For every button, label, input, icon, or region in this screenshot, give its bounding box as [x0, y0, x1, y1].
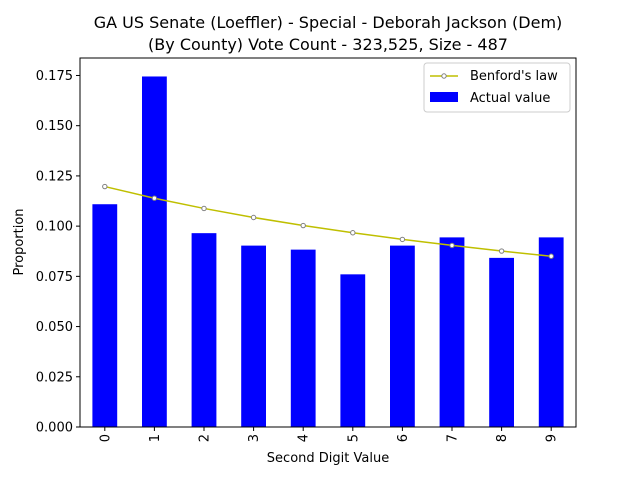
chart-title-line-2: (By County) Vote Count - 323,525, Size -… — [148, 35, 508, 54]
benford-point-digit-1 — [151, 195, 158, 201]
x-tick-label: 8 — [495, 434, 510, 442]
bar-digit-9 — [538, 237, 564, 427]
legend-actual-label: Actual value — [470, 91, 550, 106]
x-tick-label: 0 — [98, 434, 113, 442]
bar-digit-8 — [489, 257, 514, 427]
y-tick-label: 0.150 — [36, 119, 73, 134]
y-tick-label: 0.175 — [36, 69, 73, 84]
legend-actual-swatch — [430, 92, 458, 102]
benford-line-series — [102, 183, 554, 259]
benford-point-digit-3 — [250, 214, 257, 221]
y-axis-label: Proportion — [12, 208, 27, 275]
chart-title-line-1: GA US Senate (Loeffler) - Special - Debo… — [94, 13, 563, 32]
bar-digit-0 — [92, 204, 118, 427]
y-axis: 0.000 0.025 0.050 0.075 0.100 0.125 0.150 0.175 — [36, 69, 80, 436]
x-tick-label: 6 — [396, 434, 411, 442]
x-tick-label: 9 — [545, 434, 560, 442]
x-axis: 0 1 2 3 4 5 6 7 8 9 — [98, 427, 560, 442]
x-axis-label: Second Digit Value — [267, 451, 389, 466]
benford-point-digit-5 — [350, 230, 356, 236]
benford-line — [104, 185, 552, 258]
bar-digit-4 — [290, 249, 316, 427]
benford-point-digit-8 — [498, 248, 505, 254]
bar-series — [92, 76, 564, 427]
bar-digit-6 — [390, 245, 415, 427]
y-tick-label: 0.100 — [36, 220, 73, 235]
benford-point-digit-6 — [399, 236, 406, 243]
x-tick-label: 1 — [148, 434, 163, 442]
y-tick-label: 0.075 — [36, 270, 73, 285]
bar-digit-7 — [439, 237, 465, 427]
y-tick-label: 0.000 — [36, 421, 73, 436]
x-tick-label: 3 — [247, 434, 262, 442]
benford-point-digit-7 — [449, 242, 455, 249]
y-tick-label: 0.125 — [36, 169, 73, 184]
benford-point-digit-2 — [201, 205, 207, 212]
bar-digit-1 — [142, 76, 167, 427]
bar-digit-3 — [241, 245, 266, 427]
benford-point-digit-4 — [300, 222, 306, 229]
legend-benford-label: Benford's law — [470, 69, 558, 84]
x-tick-label: 7 — [446, 434, 461, 442]
x-tick-label: 2 — [198, 434, 213, 442]
legend: Benford's law Actual value — [423, 62, 571, 113]
benford-point-digit-0 — [102, 183, 108, 190]
legend-frame — [423, 62, 571, 113]
plot-frame — [79, 57, 577, 428]
x-tick-label: 5 — [346, 434, 361, 442]
legend-benford-marker — [441, 73, 447, 79]
bar-digit-2 — [191, 233, 217, 427]
bar-digit-5 — [340, 274, 366, 427]
y-tick-label: 0.025 — [36, 370, 73, 385]
y-tick-label: 0.050 — [36, 320, 73, 335]
benford-point-digit-9 — [548, 253, 554, 259]
x-tick-label: 4 — [297, 434, 312, 442]
